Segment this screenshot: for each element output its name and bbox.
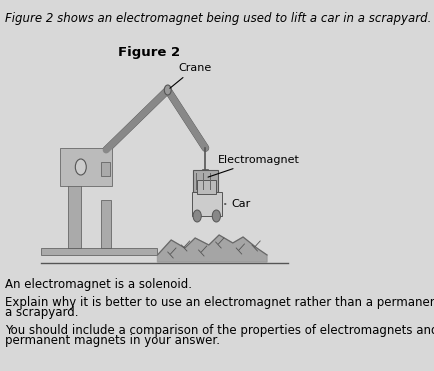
Text: Figure 2: Figure 2	[118, 46, 180, 59]
FancyBboxPatch shape	[192, 192, 222, 216]
Circle shape	[164, 85, 171, 95]
Text: Explain why it is better to use an electromagnet rather than a permanent mag: Explain why it is better to use an elect…	[6, 296, 434, 309]
Circle shape	[193, 210, 201, 222]
Text: You should include a comparison of the properties of electromagnets and: You should include a comparison of the p…	[6, 324, 434, 337]
FancyBboxPatch shape	[69, 175, 81, 248]
Text: Electromagnet: Electromagnet	[208, 155, 299, 177]
FancyBboxPatch shape	[101, 162, 109, 176]
Polygon shape	[158, 235, 267, 262]
Text: An electromagnet is a solenoid.: An electromagnet is a solenoid.	[6, 278, 192, 291]
FancyBboxPatch shape	[197, 180, 217, 194]
Text: Crane: Crane	[170, 63, 211, 88]
Circle shape	[212, 210, 220, 222]
Text: permanent magnets in your answer.: permanent magnets in your answer.	[6, 334, 220, 347]
Text: a scrapyard.: a scrapyard.	[6, 306, 79, 319]
FancyBboxPatch shape	[101, 200, 111, 248]
Circle shape	[76, 159, 86, 175]
FancyBboxPatch shape	[193, 170, 218, 192]
FancyBboxPatch shape	[60, 148, 112, 186]
Text: Car: Car	[225, 199, 251, 209]
FancyBboxPatch shape	[41, 248, 158, 255]
Text: Figure 2 shows an electromagnet being used to lift a car in a scrapyard.: Figure 2 shows an electromagnet being us…	[6, 12, 432, 25]
